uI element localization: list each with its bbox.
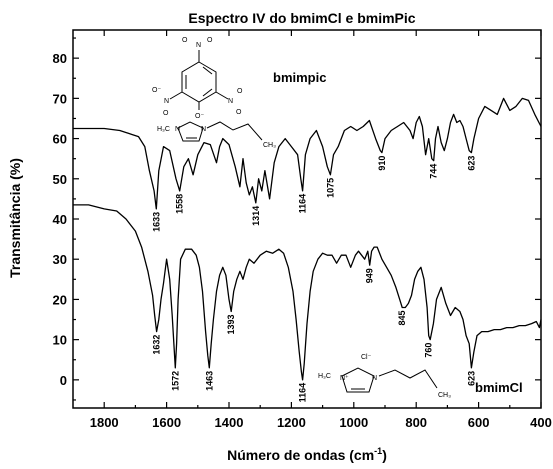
x-axis-label-main: Número de ondas (cm xyxy=(227,447,374,463)
peak-label-bmimpic-623: 623 xyxy=(466,156,476,171)
peak-label-bmimcl-845: 845 xyxy=(397,311,407,326)
bmim-top-n3: N xyxy=(201,126,206,133)
bmim-top-methyl: H₃C xyxy=(157,126,170,133)
bmim-bottom-ch3: CH₃ xyxy=(438,392,451,399)
bmim-cation-structure-top: H₃C N N CH₃ xyxy=(157,121,276,149)
bmim-bottom-butyl-chain xyxy=(378,369,438,389)
picrate-double-bond-1 xyxy=(202,66,213,75)
spectra-curves xyxy=(73,97,542,381)
peak-label-bmimcl-1393: 1393 xyxy=(226,315,236,335)
peak-label-bmimcl-623: 623 xyxy=(466,371,476,386)
x-tick-label-1800: 1800 xyxy=(90,415,119,430)
picrate-left-o-bottom: O xyxy=(163,110,169,117)
picrate-top-o-left: O xyxy=(182,37,188,44)
bmimpic-label: bmimpic xyxy=(273,70,326,85)
bmim-top-n1: N xyxy=(175,126,180,133)
bmim-bottom-methyl: H₃C xyxy=(318,373,331,380)
peak-label-bmimpic-910: 910 xyxy=(377,156,387,171)
bmim-bottom-n1: N⁺ xyxy=(340,375,349,382)
picrate-right-o-bottom: O xyxy=(236,109,242,116)
picrate-double-bond-2 xyxy=(202,88,213,97)
x-axis-label-close: ) xyxy=(382,447,387,463)
peak-label-bmimcl-1632: 1632 xyxy=(152,335,162,355)
bmim-bottom-chloride: Cl⁻ xyxy=(361,354,372,361)
y-tick-label-80: 80 xyxy=(53,51,67,66)
peak-label-bmimpic-1164: 1164 xyxy=(298,194,308,214)
peak-label-bmimpic-1075: 1075 xyxy=(325,178,335,198)
y-tick-label-0: 0 xyxy=(60,373,67,388)
x-axis-ticks: 1800 1600 1400 1200 1000 800 600 400 xyxy=(90,30,552,430)
x-tick-label-1000: 1000 xyxy=(339,415,368,430)
y-tick-label-10: 10 xyxy=(53,333,67,348)
picrate-top-o-right: O xyxy=(207,37,213,44)
y-tick-label-20: 20 xyxy=(53,292,67,307)
peak-label-bmimcl-1572: 1572 xyxy=(170,371,180,391)
bmim-top-ring xyxy=(177,121,204,142)
picrate-right-n: N xyxy=(228,98,233,105)
bmim-cation-structure-bottom: H₃C N⁺ N Cl⁻ CH₃ xyxy=(318,354,451,399)
y-tick-label-60: 60 xyxy=(53,132,67,147)
y-tick-label-30: 30 xyxy=(53,252,67,267)
x-tick-label-1200: 1200 xyxy=(277,415,306,430)
x-tick-label-800: 800 xyxy=(405,415,427,430)
y-axis-ticks: 0 10 20 30 40 50 60 70 80 xyxy=(53,37,541,401)
y-tick-label-40: 40 xyxy=(53,212,67,227)
picrate-left-o-top: O⁻ xyxy=(152,87,161,94)
series-line-bmimpic xyxy=(73,97,542,210)
peak-label-bmimcl-1164: 1164 xyxy=(298,383,308,403)
peak-label-bmimcl-949: 949 xyxy=(365,268,375,283)
x-axis-label-exponent: -1 xyxy=(374,446,382,456)
picrate-right-no2-bond xyxy=(215,91,229,100)
series-line-bmimcl xyxy=(73,204,542,381)
plot-area: 1633 1558 1314 1164 1075 910 744 623 1632 1572 146… xyxy=(53,29,552,430)
chart-title: Espectro IV do bmimCl e bmimPic xyxy=(188,10,415,26)
peak-label-bmimpic-1314: 1314 xyxy=(251,206,261,226)
y-axis-label: Transmitância (%) xyxy=(7,158,23,278)
picrate-left-n: N xyxy=(164,98,169,105)
peak-label-bmimcl-760: 760 xyxy=(424,343,434,358)
x-tick-label-1600: 1600 xyxy=(152,415,181,430)
picrate-top-n: N xyxy=(196,42,201,49)
x-axis-label: Número de ondas (cm-1) xyxy=(227,446,387,463)
picrate-right-o-top: O xyxy=(237,88,243,95)
bmim-top-butyl-chain xyxy=(206,121,263,141)
peak-labels: 1633 1558 1314 1164 1075 910 744 623 1632 1572 146… xyxy=(151,156,476,403)
picrate-structure: N O O N O⁻ O O⁻ N O O xyxy=(152,37,243,120)
bmim-top-ch3: CH₃ xyxy=(263,142,276,149)
x-tick-label-400: 400 xyxy=(530,415,552,430)
peak-label-bmimpic-1633: 1633 xyxy=(151,212,161,232)
y-tick-label-70: 70 xyxy=(53,91,67,106)
bmim-bottom-n3: N xyxy=(372,375,377,382)
picrate-benzene-ring xyxy=(181,61,217,103)
x-tick-label-600: 600 xyxy=(468,415,490,430)
x-tick-label-1400: 1400 xyxy=(215,415,244,430)
bmim-bottom-ring xyxy=(341,367,375,393)
picrate-phenolate-o: O⁻ xyxy=(195,113,204,120)
plot-frame xyxy=(72,29,542,409)
picrate-left-no2-bond xyxy=(169,91,183,100)
peak-label-bmimpic-744: 744 xyxy=(429,164,439,179)
peak-label-bmimpic-1558: 1558 xyxy=(175,194,185,214)
peak-label-bmimcl-1463: 1463 xyxy=(204,371,214,391)
bmimcl-label: bmimCl xyxy=(475,380,523,395)
y-tick-label-50: 50 xyxy=(53,172,67,187)
